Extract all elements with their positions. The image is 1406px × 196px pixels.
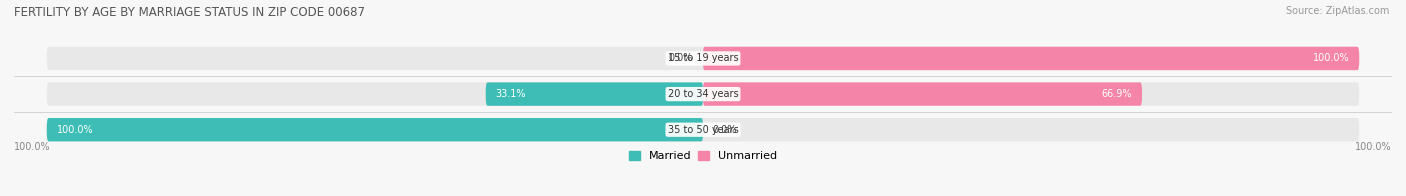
FancyBboxPatch shape (46, 82, 1360, 106)
Text: 100.0%: 100.0% (56, 125, 93, 135)
FancyBboxPatch shape (46, 118, 703, 141)
Text: FERTILITY BY AGE BY MARRIAGE STATUS IN ZIP CODE 00687: FERTILITY BY AGE BY MARRIAGE STATUS IN Z… (14, 6, 366, 19)
Text: Source: ZipAtlas.com: Source: ZipAtlas.com (1285, 6, 1389, 16)
FancyBboxPatch shape (46, 47, 1360, 70)
Text: 100.0%: 100.0% (1313, 54, 1350, 64)
FancyBboxPatch shape (46, 118, 1360, 141)
Text: 0.0%: 0.0% (669, 54, 693, 64)
FancyBboxPatch shape (485, 82, 703, 106)
Text: 0.0%: 0.0% (713, 125, 737, 135)
Text: 66.9%: 66.9% (1102, 89, 1132, 99)
FancyBboxPatch shape (703, 82, 1142, 106)
Text: 15 to 19 years: 15 to 19 years (668, 54, 738, 64)
Text: 35 to 50 years: 35 to 50 years (668, 125, 738, 135)
Text: 20 to 34 years: 20 to 34 years (668, 89, 738, 99)
Text: 33.1%: 33.1% (496, 89, 526, 99)
Text: 100.0%: 100.0% (14, 142, 51, 152)
Text: 100.0%: 100.0% (1355, 142, 1392, 152)
FancyBboxPatch shape (703, 47, 1360, 70)
Legend: Married, Unmarried: Married, Unmarried (628, 151, 778, 162)
